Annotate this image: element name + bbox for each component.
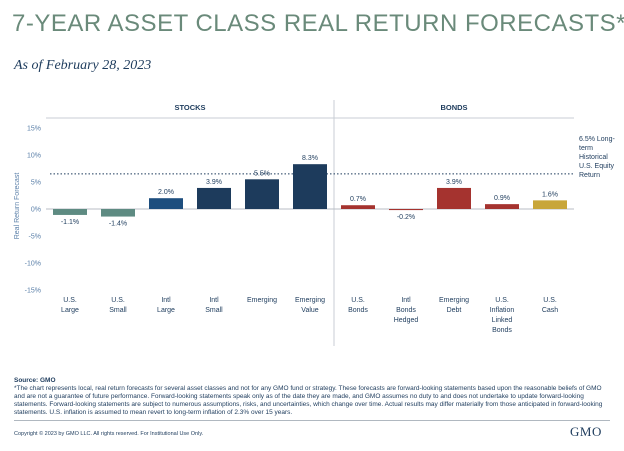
data-label: 5.5% bbox=[254, 170, 270, 177]
chart-title: 7-YEAR ASSET CLASS REAL RETURN FORECASTS… bbox=[12, 10, 624, 37]
source-note: Source: GMO bbox=[14, 377, 56, 384]
y-tick-label: 10% bbox=[27, 153, 41, 160]
category-label: Bonds bbox=[396, 307, 416, 314]
y-tick-label: -15% bbox=[25, 288, 41, 295]
reference-line-label: U.S. Equity bbox=[579, 163, 615, 170]
y-axis-label: Real Return Forecast bbox=[14, 173, 21, 240]
reference-line-label: 6.5% Long- bbox=[579, 136, 615, 143]
bar bbox=[293, 164, 327, 209]
bar bbox=[101, 209, 135, 217]
group-label-stocks: STOCKS bbox=[174, 103, 205, 112]
chart-subtitle: As of February 28, 2023 bbox=[14, 58, 152, 73]
data-label: 2.0% bbox=[158, 189, 174, 196]
bar bbox=[341, 205, 375, 209]
copyright-text: Copyright © 2023 by GMO LLC. All rights … bbox=[14, 431, 204, 437]
bar bbox=[485, 204, 519, 209]
category-label: Bonds bbox=[492, 327, 512, 334]
data-label: -1.1% bbox=[61, 219, 79, 226]
data-label: -1.4% bbox=[109, 221, 127, 228]
category-label: U.S. bbox=[543, 297, 557, 304]
category-label: Large bbox=[157, 307, 175, 314]
data-label: 1.6% bbox=[542, 191, 558, 198]
category-label: Emerging bbox=[247, 297, 277, 304]
data-label: 0.9% bbox=[494, 195, 510, 202]
data-label: 3.9% bbox=[446, 179, 462, 186]
bar bbox=[533, 200, 567, 209]
category-label: Intl bbox=[401, 297, 411, 304]
category-label: Large bbox=[61, 307, 79, 314]
y-tick-label: 0% bbox=[31, 207, 41, 214]
disclaimer-text: *The chart represents local, real return… bbox=[14, 385, 603, 416]
y-tick-label: 5% bbox=[31, 180, 41, 187]
category-label: Emerging bbox=[295, 297, 325, 304]
data-label: 3.9% bbox=[206, 179, 222, 186]
reference-line-label: Return bbox=[579, 172, 600, 179]
reference-line-label: Historical bbox=[579, 154, 608, 161]
gmo-logo: GMO bbox=[570, 424, 602, 439]
category-label: Debt bbox=[447, 307, 462, 314]
category-label: Hedged bbox=[394, 317, 419, 324]
category-label: Value bbox=[301, 307, 318, 314]
y-tick-label: -5% bbox=[29, 234, 41, 241]
category-label: Small bbox=[205, 307, 223, 314]
y-tick-label: -10% bbox=[25, 261, 41, 268]
category-label: U.S. bbox=[351, 297, 365, 304]
bar bbox=[197, 187, 231, 209]
category-label: Linked bbox=[492, 317, 513, 324]
category-label: Bonds bbox=[348, 307, 368, 314]
category-label: Inflation bbox=[490, 307, 515, 314]
reference-line-label: term bbox=[579, 145, 593, 152]
category-label: Emerging bbox=[439, 297, 469, 304]
data-label: 8.3% bbox=[302, 155, 318, 162]
bar bbox=[149, 198, 183, 209]
category-label: Intl bbox=[161, 297, 171, 304]
group-label-bonds: BONDS bbox=[440, 103, 467, 112]
category-label: U.S. bbox=[495, 297, 509, 304]
bar bbox=[389, 209, 423, 211]
y-tick-label: 15% bbox=[27, 126, 41, 133]
category-label: Cash bbox=[542, 307, 558, 314]
bar bbox=[245, 179, 279, 209]
bar bbox=[437, 187, 471, 209]
category-label: U.S. bbox=[63, 297, 77, 304]
category-label: U.S. bbox=[111, 297, 125, 304]
footer-divider bbox=[14, 420, 610, 421]
bar bbox=[53, 209, 87, 215]
data-label: -0.2% bbox=[397, 214, 415, 221]
data-label: 0.7% bbox=[350, 196, 366, 203]
category-label: Small bbox=[109, 307, 127, 314]
category-label: Intl bbox=[209, 297, 219, 304]
